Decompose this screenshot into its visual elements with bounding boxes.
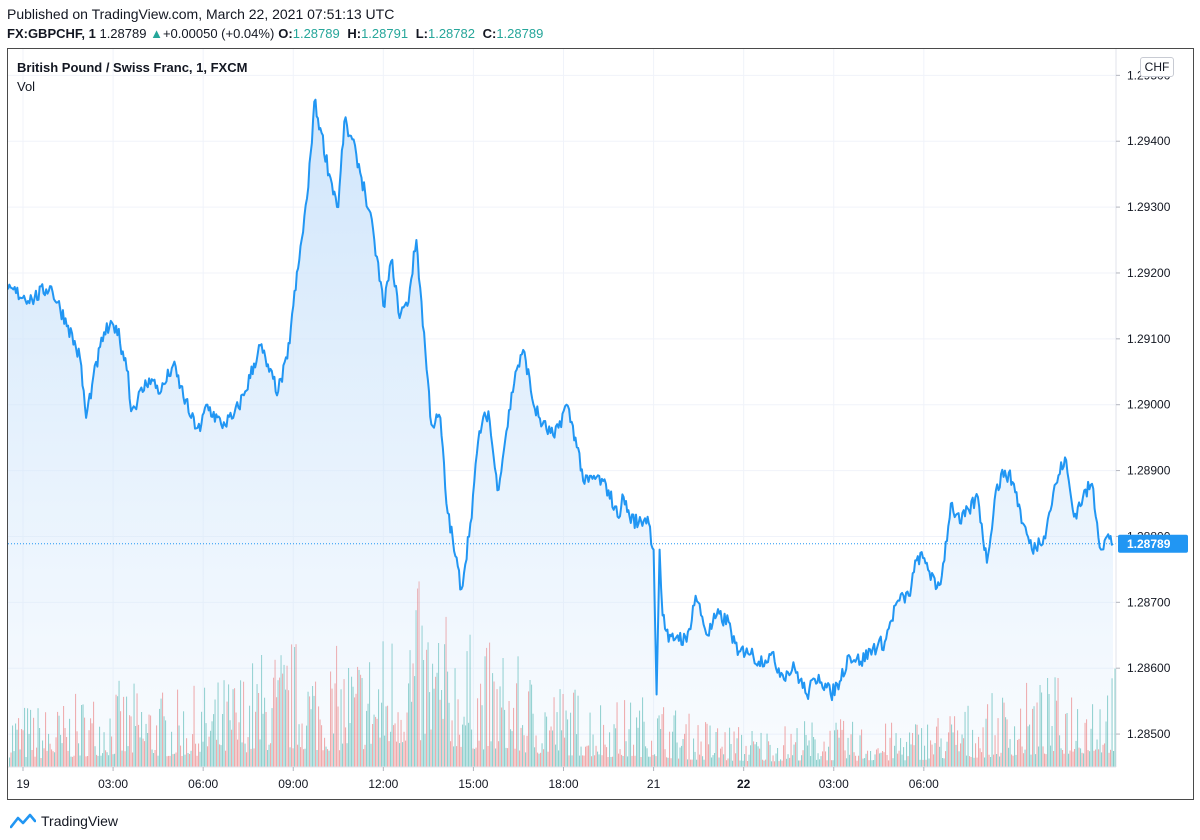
open-label: O:	[278, 26, 293, 41]
x-tick-label: 03:00	[819, 777, 849, 791]
low-label: L:	[415, 26, 428, 41]
x-tick-label: 03:00	[98, 777, 128, 791]
close-value: 1.28789	[496, 26, 544, 41]
x-tick-label: 06:00	[909, 777, 939, 791]
x-tick-label: 21	[647, 777, 661, 791]
price-series	[8, 98, 1114, 767]
y-tick-label: 1.29200	[1127, 266, 1171, 280]
volume-legend: Vol	[17, 79, 36, 94]
chart-title: British Pound / Swiss Franc, 1, FXCM	[17, 60, 248, 75]
currency-button[interactable]: CHF	[1140, 57, 1174, 77]
tradingview-logo-icon[interactable]	[10, 813, 36, 829]
chart-frame	[7, 48, 1194, 800]
volume-bar	[1114, 668, 1116, 767]
brand-name[interactable]: TradingView	[41, 813, 119, 829]
x-tick-label: 06:00	[188, 777, 218, 791]
y-tick-label: 1.29400	[1127, 134, 1171, 148]
x-tick-label: 15:00	[458, 777, 488, 791]
last-price-tag: 1.28789	[1118, 534, 1188, 553]
change-arrow-icon: ▲	[150, 26, 163, 41]
high-label: H:	[347, 26, 362, 41]
time-axis[interactable]: 19 03:00 06:00 09:00 12:00 15:00 18:00 21 22 03:0…	[16, 767, 939, 791]
last-price-tag-label: 1.28789	[1127, 537, 1171, 551]
x-tick-label: 22	[737, 777, 751, 791]
quote-line: FX:GBPCHF, 1 1.28789 ▲+0.00050 (+0.04%) O…	[7, 26, 543, 41]
open-value: 1.28789	[292, 26, 340, 41]
x-tick-label: 18:00	[548, 777, 578, 791]
x-tick-label: 12:00	[368, 777, 398, 791]
footer: TradingView	[10, 810, 118, 832]
last-price-tag-bg	[1118, 534, 1188, 553]
high-value: 1.28791	[361, 26, 409, 41]
x-tick-label: 09:00	[278, 777, 308, 791]
symbol-label: FX:GBPCHF, 1	[7, 26, 96, 41]
y-tick-label: 1.29300	[1127, 200, 1171, 214]
price-area	[8, 99, 1113, 767]
last-price: 1.28789	[99, 26, 147, 41]
y-tick-label: 1.29100	[1127, 332, 1171, 346]
y-tick-label: 1.29000	[1127, 398, 1171, 412]
y-tick-label: 1.28900	[1127, 464, 1171, 478]
y-tick-label: 1.28600	[1127, 661, 1171, 675]
low-value: 1.28782	[427, 26, 475, 41]
price-line	[8, 98, 1114, 702]
published-caption: Published on TradingView.com, March 22, …	[7, 6, 395, 22]
volume-bar	[1113, 751, 1115, 767]
y-tick-label: 1.28700	[1127, 595, 1171, 609]
y-tick-label: 1.28500	[1127, 727, 1171, 741]
close-label: C:	[482, 26, 497, 41]
x-tick-label: 19	[16, 777, 30, 791]
change-value: +0.00050 (+0.04%)	[162, 26, 275, 41]
